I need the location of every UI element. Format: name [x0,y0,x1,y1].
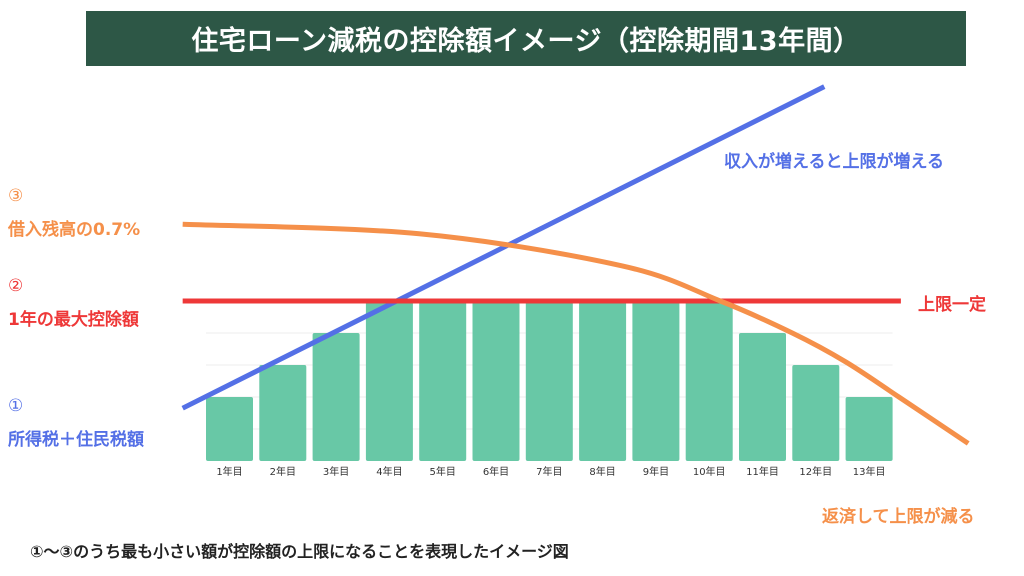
item1-number: ① [8,396,24,416]
x-tick-label: 1年目 [216,465,242,478]
bar-7 [525,301,573,461]
item3-label: 借入残高の0.7% [8,220,141,240]
bar-3 [312,333,360,461]
x-tick-label: 13年目 [853,465,886,478]
bar-2 [259,365,307,461]
bar-13 [845,397,893,461]
x-tick-label: 9年目 [643,465,669,478]
chart-title: 住宅ローン減税の控除額イメージ（控除期間13年間） [191,26,861,57]
item2-number: ② [8,276,24,296]
max-limit-annotation: 上限一定 [918,295,986,315]
bar-4 [365,301,413,461]
bar-1 [206,397,253,461]
x-tick-labels: 1年目 2年目 3年目 4年目 5年目 6年目 7年目 8年目 9年目 10年目 11年目 12年目 1… [216,465,885,478]
bar-8 [579,301,627,461]
bar-9 [632,301,680,461]
overlay-lines [181,84,970,446]
bar-10 [685,301,733,461]
bar-6 [472,301,520,461]
footnote: ①〜③のうち最も小さい額が控除額の上限になることを表現したイメージ図 [30,542,569,561]
income-line [181,84,826,411]
x-tick-label: 7年目 [536,465,562,478]
x-tick-label: 10年目 [693,465,726,478]
bar-5 [419,301,467,461]
bar-12 [792,365,840,461]
x-tick-label: 11年目 [746,465,779,478]
item3-number: ③ [8,186,24,206]
title-banner: 住宅ローン減税の控除額イメージ（控除期間13年間） [86,11,966,66]
income-annotation: 収入が増えると上限が増える [724,152,944,172]
repayment-annotation: 返済して上限が減る [822,507,975,527]
bars [206,301,893,461]
x-tick-label: 3年目 [323,465,349,478]
item1-label: 所得税＋住民税額 [8,430,144,450]
bar-11 [739,333,786,461]
x-tick-label: 12年目 [799,465,832,478]
x-tick-label: 6年目 [483,465,509,478]
x-tick-label: 8年目 [589,465,615,478]
x-tick-label: 4年目 [376,465,402,478]
x-tick-label: 2年目 [270,465,296,478]
x-tick-label: 5年目 [430,465,456,478]
loan-balance-curve [182,221,970,446]
item2-label: 1年の最大控除額 [8,310,139,330]
